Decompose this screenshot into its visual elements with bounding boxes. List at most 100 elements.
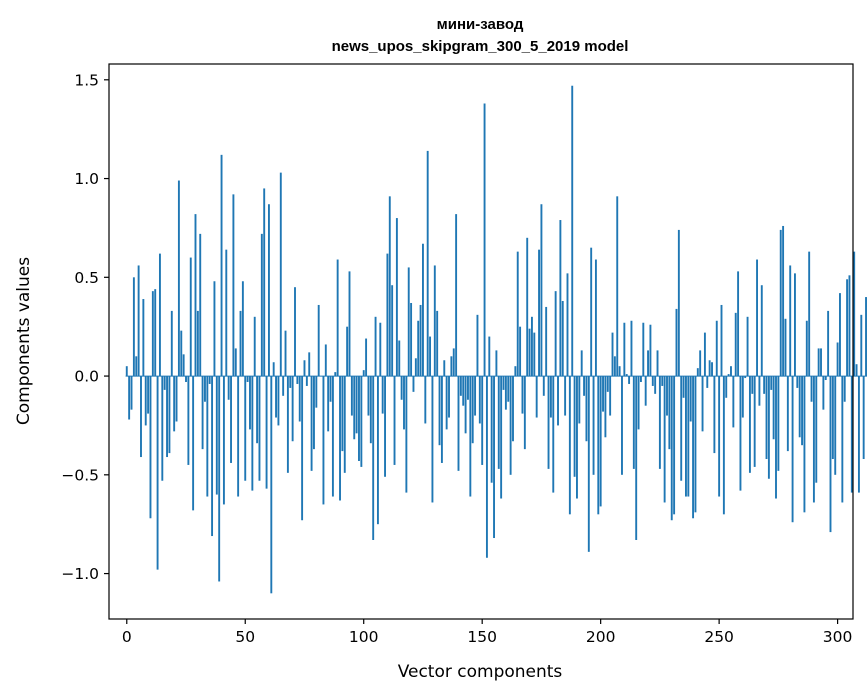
bar-57 bbox=[260, 233, 263, 377]
bar-79 bbox=[313, 376, 315, 450]
bar-293 bbox=[820, 348, 822, 377]
bar-89 bbox=[336, 259, 339, 377]
bar-268 bbox=[760, 285, 763, 377]
bar-86 bbox=[329, 376, 332, 402]
bar-312 bbox=[865, 297, 867, 377]
bar-80 bbox=[315, 376, 318, 408]
x-tick-label: 150 bbox=[467, 628, 497, 646]
bar-255 bbox=[730, 366, 732, 377]
bar-129 bbox=[431, 376, 434, 503]
bar-32 bbox=[201, 376, 204, 450]
bar-7 bbox=[142, 299, 145, 377]
bar-155 bbox=[493, 376, 495, 539]
bar-45 bbox=[232, 194, 235, 377]
bar-160 bbox=[504, 376, 507, 410]
bar-1 bbox=[128, 376, 131, 420]
bar-259 bbox=[739, 376, 742, 491]
bar-59 bbox=[265, 376, 268, 489]
bar-28 bbox=[192, 376, 195, 511]
bar-222 bbox=[651, 376, 654, 386]
bar-48 bbox=[239, 310, 242, 377]
bar-24 bbox=[182, 354, 185, 377]
bar-27 bbox=[189, 257, 192, 377]
bar-239 bbox=[692, 376, 695, 519]
bar-275 bbox=[777, 376, 780, 471]
bar-101 bbox=[365, 338, 368, 377]
bar-282 bbox=[794, 273, 796, 377]
bar-110 bbox=[386, 253, 389, 377]
bar-177 bbox=[545, 306, 548, 377]
bar-269 bbox=[763, 376, 766, 394]
bar-249 bbox=[715, 320, 718, 377]
x-tick-label: 200 bbox=[586, 628, 616, 646]
bar-43 bbox=[227, 376, 230, 400]
bar-2 bbox=[130, 376, 133, 410]
bar-229 bbox=[668, 376, 671, 450]
bar-295 bbox=[824, 376, 827, 381]
bar-226 bbox=[661, 376, 664, 386]
bar-189 bbox=[573, 376, 576, 477]
bar-244 bbox=[703, 332, 706, 377]
chart-subtitle: news_upos_skipgram_300_5_2019 model bbox=[332, 38, 629, 55]
bar-17 bbox=[166, 376, 168, 458]
bar-34 bbox=[206, 376, 209, 497]
bar-197 bbox=[592, 376, 595, 475]
bar-73 bbox=[298, 376, 301, 422]
bar-241 bbox=[696, 368, 699, 377]
bar-136 bbox=[448, 376, 450, 418]
bar-69 bbox=[289, 376, 292, 388]
bar-144 bbox=[467, 376, 469, 400]
bar-47 bbox=[237, 376, 240, 497]
bar-305 bbox=[848, 275, 851, 377]
bar-194 bbox=[585, 376, 588, 442]
bar-53 bbox=[251, 376, 254, 491]
bar-142 bbox=[462, 376, 465, 406]
bar-309 bbox=[857, 376, 860, 493]
bar-308 bbox=[855, 364, 858, 377]
bar-26 bbox=[187, 376, 190, 465]
bar-40 bbox=[220, 154, 223, 377]
bar-111 bbox=[388, 196, 391, 377]
bar-253 bbox=[725, 376, 728, 398]
bar-248 bbox=[713, 376, 716, 454]
bar-157 bbox=[497, 376, 500, 469]
bar-58 bbox=[263, 188, 266, 377]
bar-42 bbox=[225, 249, 228, 377]
bar-201 bbox=[602, 376, 604, 412]
bar-210 bbox=[623, 322, 626, 377]
bar-35 bbox=[208, 376, 211, 384]
bar-96 bbox=[353, 376, 356, 440]
bar-190 bbox=[576, 376, 578, 499]
y-tick-label: 1.0 bbox=[74, 170, 99, 188]
bar-206 bbox=[613, 356, 616, 377]
bar-91 bbox=[341, 376, 344, 452]
bar-219 bbox=[644, 376, 647, 406]
bar-195 bbox=[587, 376, 590, 552]
y-tick-label: −1.0 bbox=[61, 565, 99, 583]
bar-124 bbox=[419, 304, 422, 377]
bar-83 bbox=[322, 376, 325, 505]
chart-title: мини-завод bbox=[437, 16, 524, 33]
bar-165 bbox=[516, 251, 519, 377]
bar-169 bbox=[526, 237, 529, 377]
bar-67 bbox=[284, 330, 287, 377]
bar-31 bbox=[199, 233, 202, 377]
bar-302 bbox=[841, 376, 844, 503]
bar-19 bbox=[170, 310, 173, 377]
bar-289 bbox=[810, 376, 813, 402]
bar-106 bbox=[376, 376, 379, 525]
bar-223 bbox=[654, 376, 657, 394]
bar-5 bbox=[137, 265, 140, 377]
bar-183 bbox=[559, 220, 562, 377]
bar-196 bbox=[590, 247, 593, 377]
bar-70 bbox=[291, 376, 294, 442]
bar-272 bbox=[770, 376, 773, 390]
bar-246 bbox=[708, 360, 711, 377]
bar-270 bbox=[765, 376, 768, 460]
bar-276 bbox=[779, 229, 782, 377]
bar-68 bbox=[286, 376, 289, 473]
bar-235 bbox=[682, 376, 685, 398]
bar-22 bbox=[177, 180, 180, 377]
bar-158 bbox=[500, 376, 503, 499]
